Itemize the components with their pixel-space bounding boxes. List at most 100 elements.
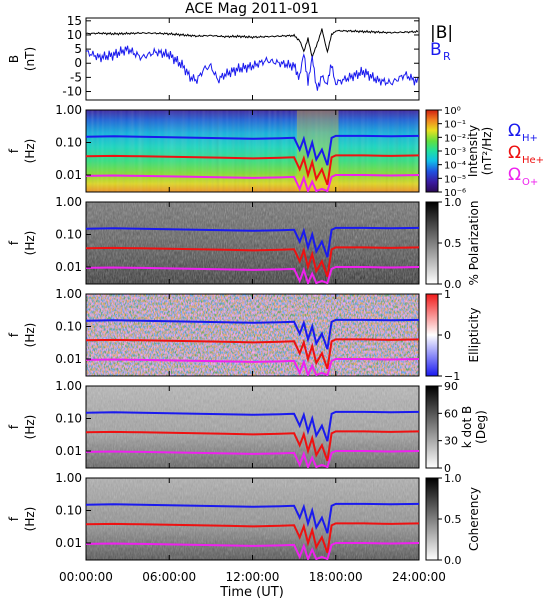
- f-ytick-label: 0.10: [55, 228, 82, 242]
- panel-intensity: [85, 109, 420, 193]
- omega-h-line: [86, 410, 419, 442]
- colorbar-tick-label: 0.0: [444, 278, 462, 291]
- f-ytick-label: 0.01: [55, 536, 82, 550]
- colorbar-tick-label: 10⁻⁶: [444, 188, 466, 199]
- f-ytick-label: 0.10: [55, 412, 82, 426]
- b-ytick-label: 0: [74, 56, 82, 70]
- b-ytick-label: -5: [70, 70, 82, 84]
- panel-kdotb: [85, 385, 420, 469]
- chart-title: ACE Mag 2011-091: [185, 1, 319, 17]
- colorbar-label: Coherency: [467, 487, 481, 551]
- colorbar-tick-label: 60: [444, 407, 458, 420]
- legend-b-radial: B: [430, 40, 442, 60]
- panel-polarization: [85, 201, 420, 285]
- f-ytick-label: 0.01: [55, 260, 82, 274]
- colorbar-tick-label: 30: [444, 435, 458, 448]
- omega-h-line: [86, 318, 419, 350]
- f-ylabel-unit: (Hz): [23, 507, 37, 532]
- b-ytick-label: 15: [67, 14, 82, 28]
- omega-o-line: [86, 358, 419, 376]
- omega-he-line: [86, 154, 419, 186]
- f-ylabel: f: [7, 424, 21, 429]
- x-tick-label: 24:00:00: [392, 570, 446, 584]
- colorbar-tick-label: 10⁻³: [444, 147, 466, 158]
- b-ytick-label: -10: [62, 85, 82, 99]
- f-ytick-label: 1.00: [55, 195, 82, 209]
- colorbar: [425, 201, 439, 285]
- legend-omega-he-sub: He+: [522, 155, 544, 166]
- colorbar-label: (nT²/Hz): [480, 127, 494, 175]
- colorbar: [425, 109, 439, 193]
- f-ytick-label: 0.10: [55, 320, 82, 334]
- legend-omega-h-sub: H+: [522, 133, 538, 144]
- colorbar-tick-label: 10⁻⁵: [444, 174, 466, 185]
- colorbar-tick-label: 1.0: [444, 196, 462, 209]
- f-ylabel: f: [7, 240, 21, 245]
- b-ytick-label: 10: [67, 28, 82, 42]
- legend-omega-he: Ω: [508, 143, 521, 163]
- omega-h-line: [86, 134, 419, 166]
- omega-h-line: [86, 226, 419, 258]
- colorbar-tick-label: 0.5: [444, 237, 462, 250]
- colorbar-label: (Deg): [474, 410, 488, 444]
- f-ytick-label: 0.10: [55, 504, 82, 518]
- colorbar-label: k dot B: [460, 406, 474, 448]
- colorbar-tick-label: 10⁰: [444, 106, 461, 117]
- colorbar-label: Intensity: [466, 125, 480, 177]
- f-ytick-label: 1.00: [55, 471, 82, 485]
- f-ylabel: f: [7, 516, 21, 521]
- colorbar-label: Ellipticity: [467, 308, 481, 363]
- f-ylabel: f: [7, 332, 21, 337]
- f-ytick-label: 1.00: [55, 287, 82, 301]
- colorbar: [425, 477, 439, 561]
- legend-omega-h: Ω: [508, 121, 521, 141]
- omega-o-line: [86, 174, 419, 192]
- spectrogram-axes: 1.000.100.01f (Hz)1.000.100.01f (Hz)1.000.…: [7, 103, 91, 550]
- omega-he-line: [86, 430, 419, 462]
- panel-coherency: [85, 477, 420, 561]
- omega-o-line: [86, 542, 419, 560]
- omega-o-line: [86, 450, 419, 468]
- f-ytick-label: 1.00: [55, 103, 82, 117]
- colorbar-tick-label: 0.0: [444, 554, 462, 567]
- colorbar-tick-label: −1: [444, 370, 460, 383]
- omega-he-line: [86, 246, 419, 278]
- f-ytick-label: 0.10: [55, 136, 82, 150]
- x-axis-label: Time (UT): [219, 585, 284, 600]
- colorbar-tick-label: 0.5: [444, 513, 462, 526]
- legend-omega-o-sub: O+: [522, 177, 538, 188]
- colorbar-tick-label: 1.0: [444, 472, 462, 485]
- omega-o-line: [86, 266, 419, 284]
- panel-b-frame: [85, 17, 420, 101]
- f-ytick-label: 0.01: [55, 168, 82, 182]
- colorbar-tick-label: 10⁻⁴: [444, 161, 466, 172]
- f-ylabel-unit: (Hz): [23, 415, 37, 440]
- b-ytick-label: 5: [74, 42, 82, 56]
- b-field-lines: [86, 28, 419, 91]
- b-ylabel: B: [7, 55, 21, 63]
- f-ylabel: f: [7, 148, 21, 153]
- colorbar-label: % Polarization: [467, 201, 481, 286]
- colorbar: [425, 293, 439, 377]
- legend-b-magnitude: |B|: [430, 23, 453, 43]
- series-b-radial-line: [86, 45, 419, 91]
- colorbar-tick-label: 10⁻²: [444, 133, 466, 144]
- f-ytick-label: 0.01: [55, 352, 82, 366]
- f-ytick-label: 1.00: [55, 379, 82, 393]
- legend-b-radial-sub: R: [443, 50, 451, 63]
- x-tick-label: 12:00:00: [226, 570, 280, 584]
- x-tick-label: 18:00:00: [309, 570, 363, 584]
- omega-h-line: [86, 502, 419, 534]
- ion-gyro-legend: Ω H+ Ω He+ Ω O+: [508, 121, 544, 188]
- f-ylabel-unit: (Hz): [23, 323, 37, 348]
- x-tick-label: 00:00:00: [59, 570, 113, 584]
- panel-ellipticity: [85, 293, 420, 377]
- f-ytick-label: 0.01: [55, 444, 82, 458]
- colorbar-tick-label: 0: [444, 329, 451, 342]
- f-ylabel-unit: (Hz): [23, 231, 37, 256]
- omega-he-line: [86, 338, 419, 370]
- gyrofrequency-overlays: [86, 134, 419, 560]
